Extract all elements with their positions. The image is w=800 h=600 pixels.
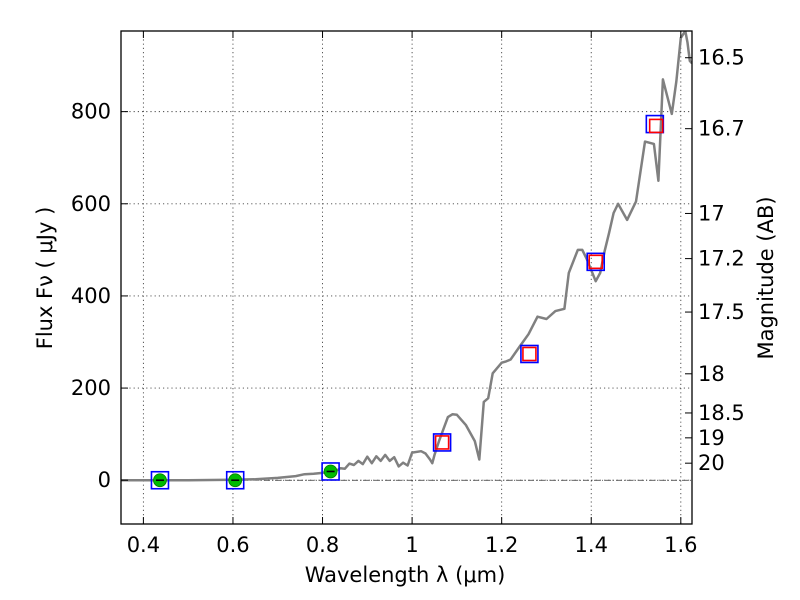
x-tick-label: 1 xyxy=(405,533,418,557)
right-tick-label: 16.5 xyxy=(698,46,745,70)
x-axis-title: Wavelength λ (μm) xyxy=(305,563,506,587)
right-tick-label: 18.5 xyxy=(698,401,745,425)
x-tick-label: 1.6 xyxy=(664,533,697,557)
red-square-marker xyxy=(522,346,537,362)
y-tick-label: 200 xyxy=(71,376,111,400)
blue-square-marker xyxy=(432,433,452,452)
red-square-marker xyxy=(588,254,604,270)
y-tick-label: 400 xyxy=(71,284,111,308)
tick-layer xyxy=(121,31,692,524)
right-tick-label: 20 xyxy=(698,451,725,475)
right-tick-label: 18 xyxy=(698,362,725,386)
x-tick-label: 1.4 xyxy=(575,533,608,557)
y-tick-label: 0 xyxy=(98,468,111,492)
y-tick-label: 800 xyxy=(71,100,111,124)
red-square-marker xyxy=(434,435,450,450)
right-tick-label: 17.2 xyxy=(698,247,745,271)
x-tick-label: 0.4 xyxy=(127,533,160,557)
y-tick-label: 600 xyxy=(71,192,111,216)
y-axis-title: Flux Fν ( μJy ) xyxy=(33,207,57,350)
right-tick-label: 17 xyxy=(698,201,725,225)
right-tick-label: 17.5 xyxy=(698,300,745,324)
right-axis-title: Magnitude (AB) xyxy=(754,196,778,359)
x-tick-label: 0.6 xyxy=(216,533,249,557)
right-tick-label: 19 xyxy=(698,426,725,450)
photometry-markers-layer xyxy=(150,114,665,490)
x-tick-label: 1.2 xyxy=(485,533,518,557)
tick-label-layer: 0.4 0.6 0.8 1 1.2 1.4 1.6 0 200 400 600 800 16.5 16.7… xyxy=(71,46,745,557)
blue-square-marker xyxy=(225,470,245,490)
blue-square-marker xyxy=(321,462,340,481)
x-tick-label: 0.8 xyxy=(306,533,339,557)
grid-layer xyxy=(121,31,692,524)
model-sed-layer xyxy=(121,31,692,482)
red-square-marker xyxy=(648,118,664,134)
blue-square-marker xyxy=(586,252,606,272)
plot-frame xyxy=(120,30,693,525)
blue-square-marker xyxy=(520,344,539,364)
model-sed-line xyxy=(121,31,692,482)
blue-square-marker xyxy=(150,470,170,490)
right-tick-label: 16.7 xyxy=(698,117,745,141)
